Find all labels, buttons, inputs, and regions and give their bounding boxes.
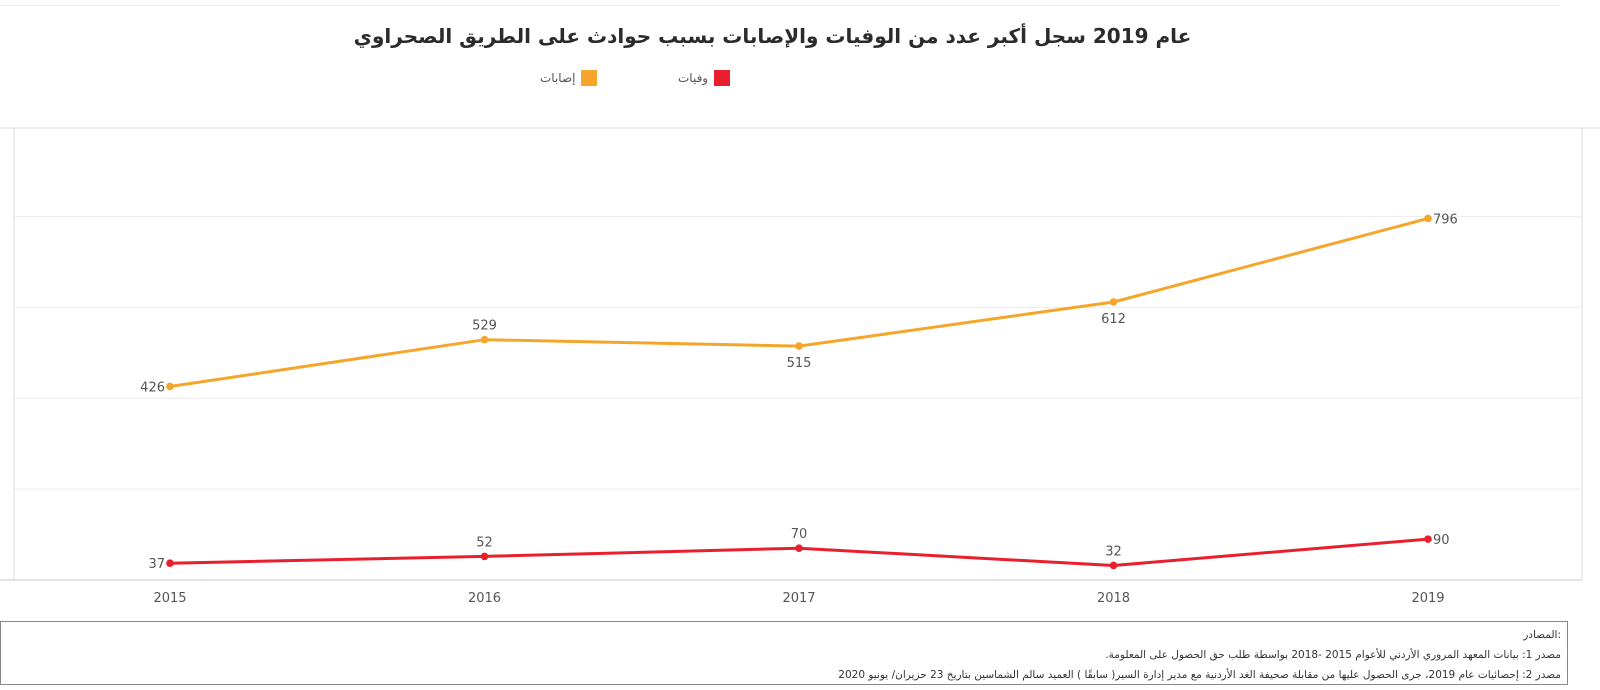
data-point: [166, 382, 174, 391]
legend-item-deaths[interactable]: وفيات: [678, 70, 731, 86]
chart-title: عام 2019 سجل أكبر عدد من الوفيات والإصاب…: [353, 24, 1192, 48]
data-point: [480, 552, 489, 561]
data-label: 52: [476, 535, 493, 550]
data-point: [795, 342, 803, 350]
legend: وفيات إصابات: [0, 70, 1600, 90]
source-line-1: مصدر 1: بيانات المعهد المروري الأردني لل…: [1105, 649, 1561, 661]
sources-heading: :المصادر: [1523, 629, 1561, 641]
series-line: [169, 537, 1429, 567]
x-tick-label: 2015: [153, 591, 186, 606]
data-label: 612: [1101, 312, 1126, 327]
top-divider: [0, 5, 1560, 6]
data-label: 529: [472, 319, 497, 334]
x-tick-label: 2017: [782, 591, 815, 606]
data-label: 515: [787, 356, 812, 371]
legend-item-injuries[interactable]: إصابات: [540, 70, 598, 86]
data-point: [166, 559, 174, 567]
source-line-2: مصدر 2: إحصائيات عام 2019، جرى الحصول عل…: [838, 669, 1561, 681]
data-point: [1424, 214, 1432, 223]
data-label: 90: [1433, 533, 1450, 548]
data-point: [1424, 535, 1432, 543]
x-tick-label: 2016: [468, 591, 501, 606]
line-chart: 2015 2016 2017 2018 2019 426 529 515 612 796 37 52 7…: [0, 127, 1600, 606]
legend-label-deaths: وفيات: [678, 71, 709, 85]
data-label: 426: [140, 380, 165, 395]
data-point: [1109, 298, 1118, 306]
legend-label-injuries: إصابات: [540, 71, 576, 85]
data-label: 796: [1433, 212, 1458, 227]
data-label: 37: [148, 557, 165, 572]
data-point: [1109, 561, 1118, 570]
legend-swatch-injuries: [581, 70, 598, 86]
legend-swatch-deaths: [714, 70, 731, 86]
data-label: 32: [1105, 544, 1122, 559]
x-tick-label: 2019: [1411, 591, 1444, 606]
data-point: [795, 544, 803, 553]
data-label: 70: [791, 527, 808, 542]
x-tick-label: 2018: [1097, 591, 1130, 606]
sources-box: :المصادر مصدر 1: بيانات المعهد المروري ا…: [0, 621, 1568, 685]
data-point: [480, 335, 489, 344]
